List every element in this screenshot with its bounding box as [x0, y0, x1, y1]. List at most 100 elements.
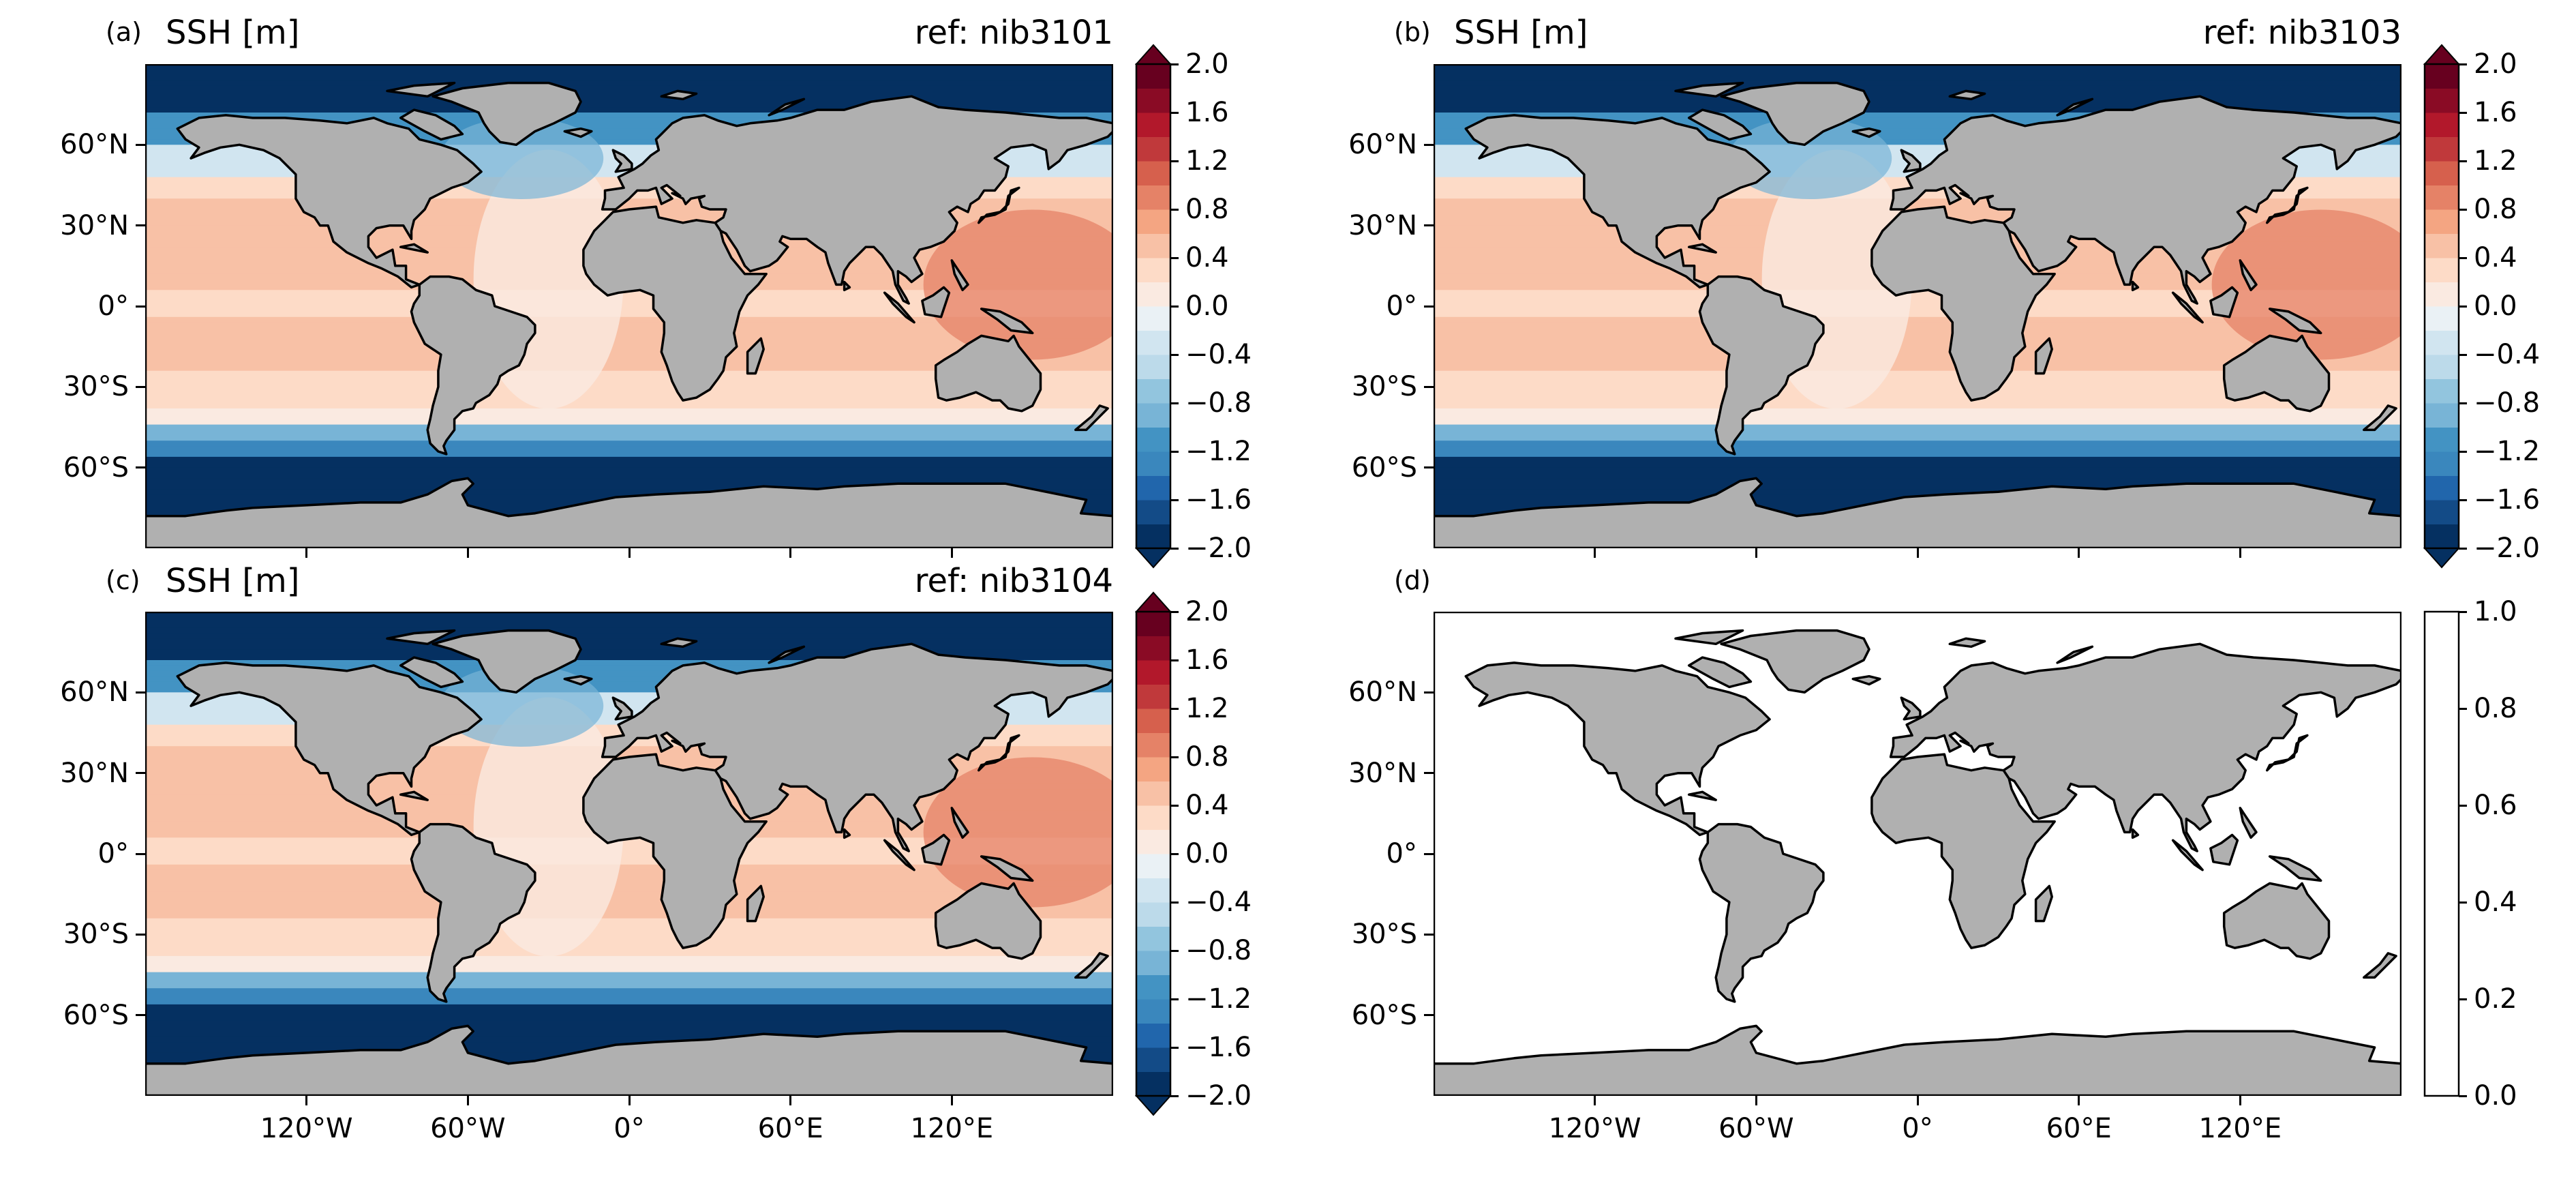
ssh-band — [145, 832, 1113, 838]
ssh-band — [145, 660, 1113, 666]
colorbar-frame — [1135, 610, 1172, 1097]
ssh-band — [1434, 102, 2401, 108]
colorbar-tick-label: −0.4 — [1185, 886, 1252, 918]
lon-tick-mark — [1755, 548, 1757, 558]
colorbar-tick-label: 1.2 — [1185, 693, 1229, 724]
colorbar-segment — [1136, 805, 1170, 830]
map-frame — [145, 612, 1113, 1096]
ssh-band — [1434, 134, 2401, 140]
colorbar-segment — [1136, 926, 1170, 951]
colorbar-frame — [2423, 63, 2460, 550]
lat-tick-label: 60°S — [1351, 451, 1417, 483]
ssh-band — [145, 355, 1113, 361]
colorbar-tick-mark — [2459, 256, 2467, 259]
new-zealand-landmass — [2363, 952, 2397, 979]
lat-tick-mark — [136, 385, 145, 388]
new-guinea-landmass — [980, 855, 1034, 882]
colorbar — [2423, 610, 2460, 1097]
ssh-band — [145, 295, 1113, 301]
borneo-landmass — [2209, 286, 2239, 318]
north-atlantic-low — [440, 665, 604, 747]
colorbar-segment — [1136, 88, 1170, 113]
lon-tick-mark — [1916, 1096, 1919, 1105]
ssh-band — [145, 826, 1113, 833]
ssh-band — [145, 483, 1113, 490]
colorbar-tick-label: −1.6 — [1185, 484, 1252, 516]
lat-tick-label: 0° — [97, 290, 129, 322]
ssh-band — [145, 1004, 1113, 1011]
ssh-band — [145, 988, 1113, 994]
ssh-band — [1434, 290, 2401, 296]
map-title-left: SSH [m] — [166, 14, 300, 52]
novaya-zemlya-landmass — [2056, 645, 2094, 664]
ssh-band — [145, 91, 1113, 97]
world-map — [1434, 64, 2401, 548]
ssh-band — [145, 478, 1113, 484]
ssh-band — [1434, 80, 2401, 87]
ssh-band — [1434, 403, 2401, 409]
ssh-band — [1434, 473, 2401, 479]
lat-tick-label: 60°S — [63, 451, 129, 483]
colorbar-segment — [1136, 427, 1170, 452]
ssh-band — [145, 687, 1113, 693]
lon-tick-mark — [2078, 1096, 2080, 1105]
ssh-band — [1434, 220, 2401, 226]
lon-tick-mark — [466, 548, 469, 558]
ssh-band — [145, 526, 1113, 533]
colorbar-tick-label: 0.8 — [1185, 741, 1229, 773]
ssh-band — [145, 655, 1113, 661]
ellesmere-landmass — [386, 629, 456, 646]
lon-tick-label: 60°E — [2046, 1113, 2112, 1144]
colorbar-frame — [2423, 610, 2460, 1097]
ssh-band — [1434, 349, 2401, 355]
ssh-band — [1434, 370, 2401, 377]
ssh-band — [1434, 69, 2401, 76]
colorbar-tick-label: 1.6 — [2474, 97, 2517, 128]
lat-tick-label: 60°N — [1348, 676, 1417, 709]
japan-landmass — [2266, 186, 2309, 224]
ssh-band — [145, 1020, 1113, 1026]
ssh-band — [1434, 155, 2401, 162]
colorbar-extend-min — [2423, 548, 2460, 569]
colorbar-segment — [1136, 612, 1170, 636]
ssh-band — [145, 891, 1113, 897]
lon-tick-mark — [1594, 548, 1596, 558]
great-britain-landmass — [1900, 149, 1922, 173]
ssh-band — [145, 837, 1113, 844]
ssh-band — [145, 301, 1113, 307]
ssh-band — [1434, 392, 2401, 398]
colorbar-segment — [1136, 902, 1170, 927]
ssh-band — [1434, 316, 2401, 323]
colorbar-tick-mark — [1170, 707, 1179, 710]
ssh-band — [145, 252, 1113, 258]
sumatra-landmass — [2171, 839, 2204, 871]
ssh-band — [1434, 543, 2401, 548]
lat-tick-label: 30°N — [1348, 209, 1417, 241]
colorbar-tick-mark — [2459, 498, 2467, 501]
ssh-band — [145, 155, 1113, 162]
lat-tick-mark — [1424, 305, 1434, 308]
lat-tick-label: 30°N — [60, 757, 129, 789]
north-atlantic-low — [1728, 117, 1892, 200]
ssh-band — [1434, 419, 2401, 426]
colorbar-segment — [2425, 185, 2459, 210]
ssh-band — [145, 430, 1113, 436]
colorbar-segment — [1136, 403, 1170, 428]
ssh-band — [1434, 338, 2401, 344]
colorbar-segment — [2425, 451, 2459, 476]
colorbar-tick-label: 0.0 — [2474, 1080, 2517, 1112]
lat-tick-label: 30°S — [63, 371, 129, 403]
ssh-band — [1434, 225, 2401, 232]
lon-tick-mark — [2078, 548, 2080, 558]
colorbar-tick-mark — [1170, 998, 1179, 1000]
philippines-landmass — [950, 259, 969, 292]
ssh-band — [1434, 113, 2401, 119]
lon-tick-mark — [628, 548, 631, 558]
lon-tick-label: 60°E — [757, 1113, 823, 1144]
colorbar-tick-label: −2.0 — [1185, 533, 1252, 564]
ssh-band — [145, 1042, 1113, 1048]
colorbar-tick-label: −1.6 — [2474, 484, 2541, 516]
